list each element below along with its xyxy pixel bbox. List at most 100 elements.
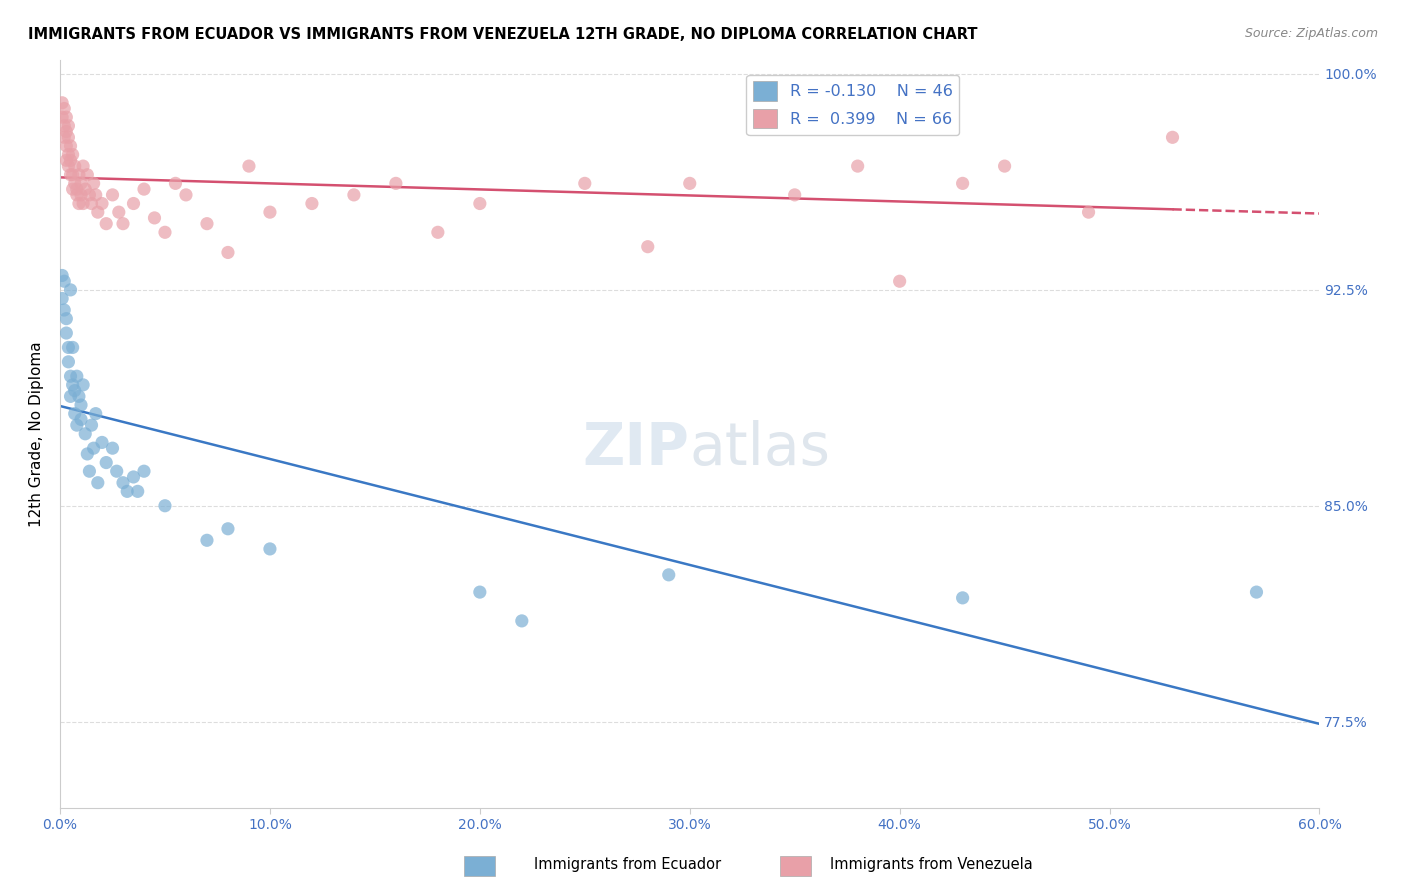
Point [72,196,94,211]
Point [58,147,80,161]
Point [55,110,77,124]
Point [87,475,110,490]
Point [67,196,90,211]
Point [994,159,1017,173]
Point [510,614,533,628]
Point [51,292,73,306]
Point [67,389,90,403]
Y-axis label: 12th Grade, No Diploma: 12th Grade, No Diploma [30,341,44,526]
Point [62,341,84,355]
Point [679,177,702,191]
Point [51,268,73,283]
Point [174,187,197,202]
Point [952,591,974,605]
Point [122,196,145,211]
Point [574,177,596,191]
Point [153,499,176,513]
Point [1246,585,1268,599]
Point [165,177,187,191]
Point [59,389,82,403]
Point [58,341,80,355]
Point [84,407,107,421]
Point [53,303,76,318]
Point [70,187,93,202]
Point [195,533,218,548]
Text: Immigrants from Venezuela: Immigrants from Venezuela [830,857,1032,871]
Point [58,355,80,369]
Point [1077,205,1099,219]
Point [70,177,93,191]
Point [70,412,93,426]
Point [846,159,869,173]
Text: ZIP: ZIP [583,420,690,477]
Point [127,484,149,499]
Point [96,456,118,470]
Point [783,187,806,202]
Point [84,187,107,202]
Point [55,153,77,168]
Point [67,168,90,182]
Point [952,177,974,191]
Point [59,369,82,384]
Point [658,567,681,582]
Point [115,484,138,499]
Point [91,435,114,450]
Text: Source: ZipAtlas.com: Source: ZipAtlas.com [1244,27,1378,40]
Point [62,147,84,161]
Point [75,426,97,441]
Point [101,187,124,202]
Point [70,398,93,412]
Point [59,283,82,297]
Point [259,541,281,556]
Point [217,245,239,260]
Point [53,102,76,116]
Point [80,418,103,433]
Point [143,211,166,225]
Point [217,522,239,536]
Point [62,377,84,392]
Point [111,475,134,490]
Point [58,159,80,173]
Point [72,159,94,173]
Point [53,130,76,145]
Point [66,369,89,384]
Point [83,177,105,191]
Point [637,240,659,254]
Point [105,464,128,478]
Point [91,196,114,211]
Point [259,205,281,219]
Point [111,217,134,231]
Point [55,326,77,340]
Point [101,441,124,455]
Text: Immigrants from Ecuador: Immigrants from Ecuador [534,857,721,871]
Point [195,217,218,231]
Text: IMMIGRANTS FROM ECUADOR VS IMMIGRANTS FROM VENEZUELA 12TH GRADE, NO DIPLOMA CORR: IMMIGRANTS FROM ECUADOR VS IMMIGRANTS FR… [28,27,977,42]
Point [72,377,94,392]
Point [58,119,80,133]
Point [122,470,145,484]
Point [80,196,103,211]
Point [75,182,97,196]
Point [55,139,77,153]
Point [96,217,118,231]
Point [87,205,110,219]
Point [63,177,86,191]
Point [51,95,73,110]
Point [76,168,98,182]
Point [83,441,105,455]
Point [63,384,86,398]
Point [53,274,76,288]
Point [51,110,73,124]
Point [132,464,155,478]
Point [889,274,911,288]
Text: atlas: atlas [690,420,831,477]
Point [66,182,89,196]
Point [55,311,77,326]
Point [63,159,86,173]
Point [132,182,155,196]
Point [468,585,491,599]
Point [66,187,89,202]
Point [426,225,449,239]
Point [79,464,101,478]
Point [107,205,129,219]
